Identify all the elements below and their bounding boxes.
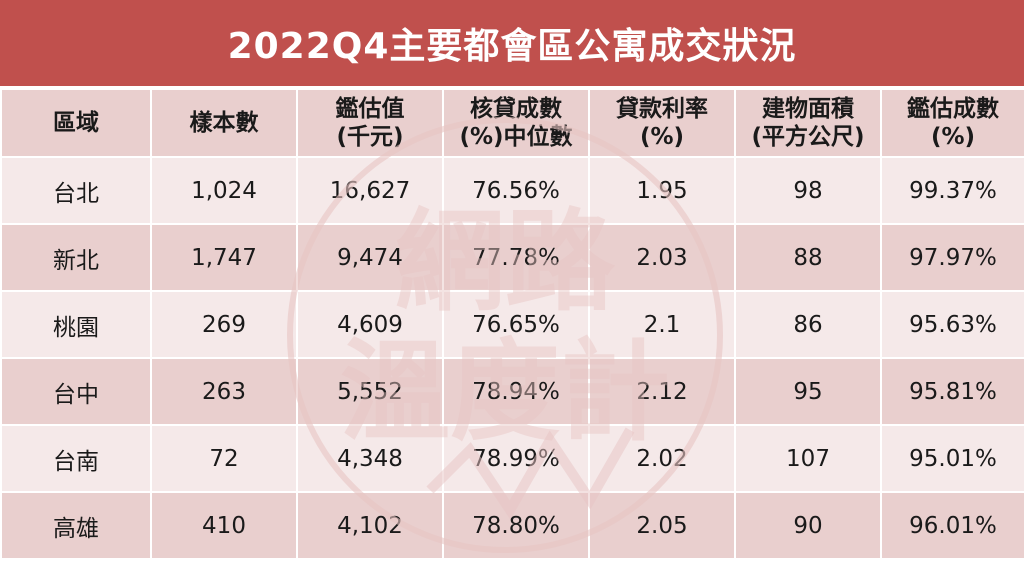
cell-samples: 72: [150, 424, 298, 493]
cell-ltv: 77.78%: [442, 223, 590, 292]
cell-rate: 1.95: [588, 156, 736, 225]
cell-area: 95: [734, 357, 882, 426]
table-row: 台中 263 5,552 78.94% 2.12 95 95.81%: [0, 357, 1024, 426]
header-label: 貸款利率: [616, 96, 708, 122]
table-row: 新北 1,747 9,474 77.78% 2.03 88 97.97%: [0, 223, 1024, 292]
cell-rate: 2.12: [588, 357, 736, 426]
cell-ltv: 76.65%: [442, 290, 590, 359]
header-sublabel: (平方公尺): [751, 124, 865, 150]
cell-appraisal-ratio: 95.01%: [880, 424, 1024, 493]
cell-samples: 410: [150, 491, 298, 560]
cell-ltv: 78.94%: [442, 357, 590, 426]
cell-region: 新北: [0, 223, 152, 292]
header-appraisal: 鑑估值 (千元): [296, 88, 444, 158]
header-sublabel: (%): [930, 124, 976, 150]
cell-appraisal-ratio: 99.37%: [880, 156, 1024, 225]
header-label: 鑑估值: [335, 96, 405, 122]
header-label: 區域: [53, 110, 99, 136]
header-label: 核貸成數: [470, 96, 562, 122]
cell-rate: 2.05: [588, 491, 736, 560]
table-title: 2022Q4主要都會區公寓成交狀況: [0, 0, 1024, 86]
cell-area: 107: [734, 424, 882, 493]
header-ltv: 核貸成數 (%)中位數: [442, 88, 590, 158]
header-row: 區域 樣本數 鑑估值 (千元) 核貸成數 (%)中位數 貸款利率 (%) 建物面積 (平…: [0, 88, 1024, 158]
cell-region: 台北: [0, 156, 152, 225]
cell-samples: 1,747: [150, 223, 298, 292]
table-row: 高雄 410 4,102 78.80% 2.05 90 96.01%: [0, 491, 1024, 560]
cell-appraisal: 4,102: [296, 491, 444, 560]
header-label: 樣本數: [189, 110, 259, 136]
data-table: 區域 樣本數 鑑估值 (千元) 核貸成數 (%)中位數 貸款利率 (%) 建物面積 (平…: [0, 88, 1024, 560]
header-samples: 樣本數: [150, 88, 298, 158]
cell-area: 88: [734, 223, 882, 292]
table-row: 桃園 269 4,609 76.65% 2.1 86 95.63%: [0, 290, 1024, 359]
header-area: 建物面積 (平方公尺): [734, 88, 882, 158]
cell-samples: 1,024: [150, 156, 298, 225]
cell-ltv: 78.99%: [442, 424, 590, 493]
cell-region: 桃園: [0, 290, 152, 359]
cell-appraisal-ratio: 95.81%: [880, 357, 1024, 426]
cell-area: 86: [734, 290, 882, 359]
header-sublabel: (千元): [336, 124, 404, 150]
header-sublabel: (%)中位數: [459, 124, 573, 150]
cell-rate: 2.03: [588, 223, 736, 292]
cell-appraisal: 4,348: [296, 424, 444, 493]
cell-appraisal-ratio: 97.97%: [880, 223, 1024, 292]
cell-ltv: 76.56%: [442, 156, 590, 225]
header-label: 建物面積: [762, 96, 854, 122]
cell-appraisal-ratio: 96.01%: [880, 491, 1024, 560]
cell-rate: 2.02: [588, 424, 736, 493]
table-row: 台南 72 4,348 78.99% 2.02 107 95.01%: [0, 424, 1024, 493]
header-label: 鑑估成數: [907, 96, 999, 122]
cell-samples: 263: [150, 357, 298, 426]
cell-appraisal: 4,609: [296, 290, 444, 359]
cell-ltv: 78.80%: [442, 491, 590, 560]
cell-appraisal: 16,627: [296, 156, 444, 225]
cell-appraisal-ratio: 95.63%: [880, 290, 1024, 359]
header-sublabel: (%): [639, 124, 685, 150]
cell-appraisal: 5,552: [296, 357, 444, 426]
cell-area: 90: [734, 491, 882, 560]
cell-region: 台中: [0, 357, 152, 426]
table-row: 台北 1,024 16,627 76.56% 1.95 98 99.37%: [0, 156, 1024, 225]
header-rate: 貸款利率 (%): [588, 88, 736, 158]
cell-region: 台南: [0, 424, 152, 493]
header-region: 區域: [0, 88, 152, 158]
cell-samples: 269: [150, 290, 298, 359]
cell-region: 高雄: [0, 491, 152, 560]
cell-appraisal: 9,474: [296, 223, 444, 292]
cell-rate: 2.1: [588, 290, 736, 359]
cell-area: 98: [734, 156, 882, 225]
header-appraisal-ratio: 鑑估成數 (%): [880, 88, 1024, 158]
